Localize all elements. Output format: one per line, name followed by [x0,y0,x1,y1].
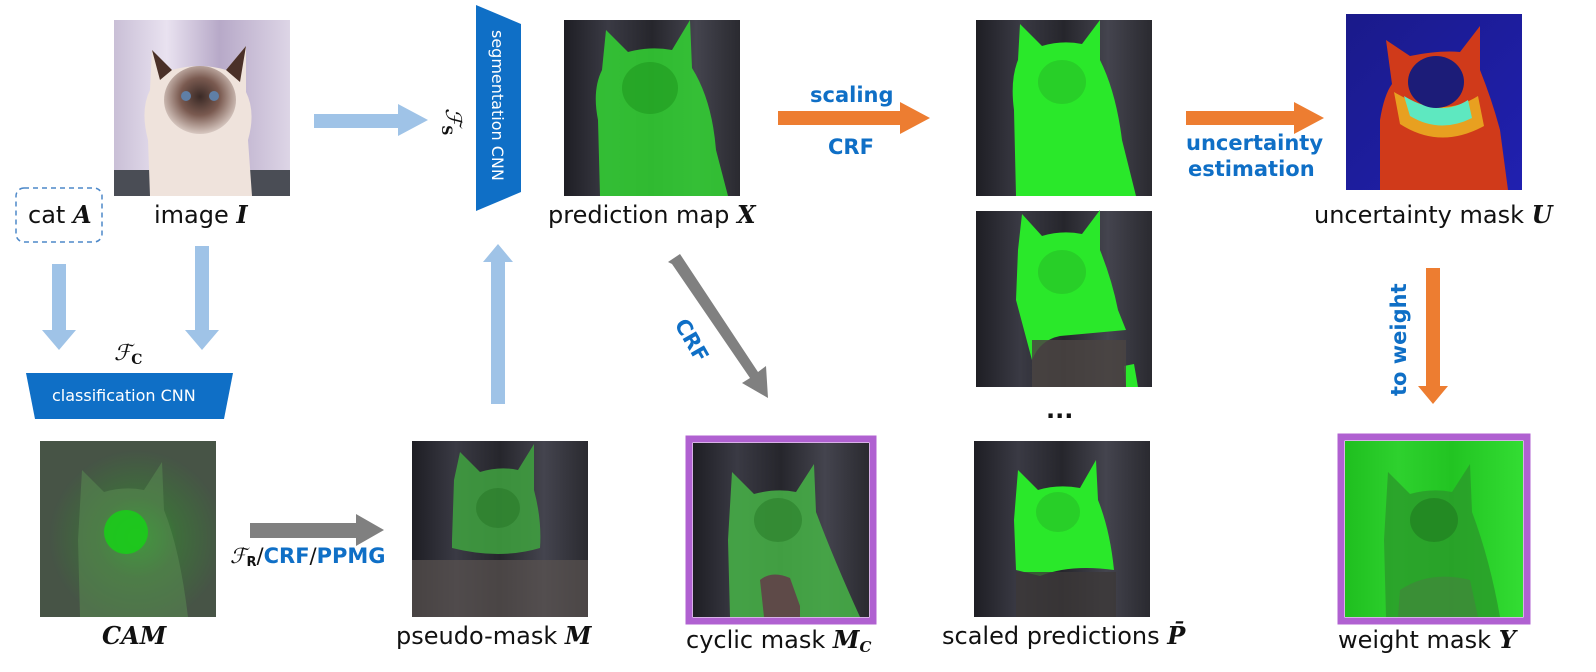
crf-top-label: CRF [828,135,874,159]
classification-cnn-block [26,373,233,419]
pseudo-mask-image [412,441,588,617]
weight-mask-image [1337,433,1531,625]
arrow-uncertainty-estimation [1186,102,1324,134]
cam-label: CAM [102,621,168,650]
arrow-cam-to-pseudo [250,514,384,546]
refine-label: ℱR/CRF/PPMG [230,544,386,570]
uncertainty-estimation-label-2: estimation [1188,157,1315,181]
ellipsis-label: ... [1046,396,1073,424]
segmentation-fn-label: ℱS [438,108,465,135]
segmentation-cnn-block [476,5,521,211]
category-box [15,187,103,243]
arrow-pseudo-to-segmentation [483,244,513,404]
arrow-prediction-to-cyclic [668,254,768,398]
image-label: image I [154,200,248,229]
crf-diag-label: CRF [670,315,714,367]
input-image [114,20,290,196]
prediction-map-image [564,20,740,196]
cyclic-mask-image [685,435,877,625]
scaling-label: scaling [810,83,894,107]
category-label: cat A [28,200,92,229]
prediction-map-label: prediction map X [548,200,757,229]
pseudo-mask-label: pseudo-mask M [396,621,593,650]
arrow-image-to-classification [185,246,219,350]
arrow-category-to-classification [42,264,76,350]
classification-fn-label: ℱC [114,341,142,368]
scaled-prediction-2 [976,210,1152,387]
cam-image [40,441,216,617]
arrow-scaling-crf [778,102,930,134]
classification-cnn-label: classification CNN [52,386,196,405]
uncertainty-mask-image [1346,14,1522,190]
segmentation-cnn-label: segmentation CNN [488,30,507,181]
uncertainty-mask-label: uncertainty mask U [1314,200,1555,229]
scaled-predictions-label: scaled predictions P̄ [942,621,1186,650]
arrow-image-to-segmentation [314,104,428,136]
scaled-prediction-1 [976,20,1152,196]
to-weight-label: to weight [1387,283,1411,396]
cyclic-mask-label: cyclic mask MC [686,625,871,656]
weight-mask-label: weight mask Y [1338,625,1519,654]
uncertainty-estimation-label-1: uncertainty [1186,131,1323,155]
scaled-prediction-3 [974,441,1150,617]
arrow-to-weight [1418,268,1448,404]
